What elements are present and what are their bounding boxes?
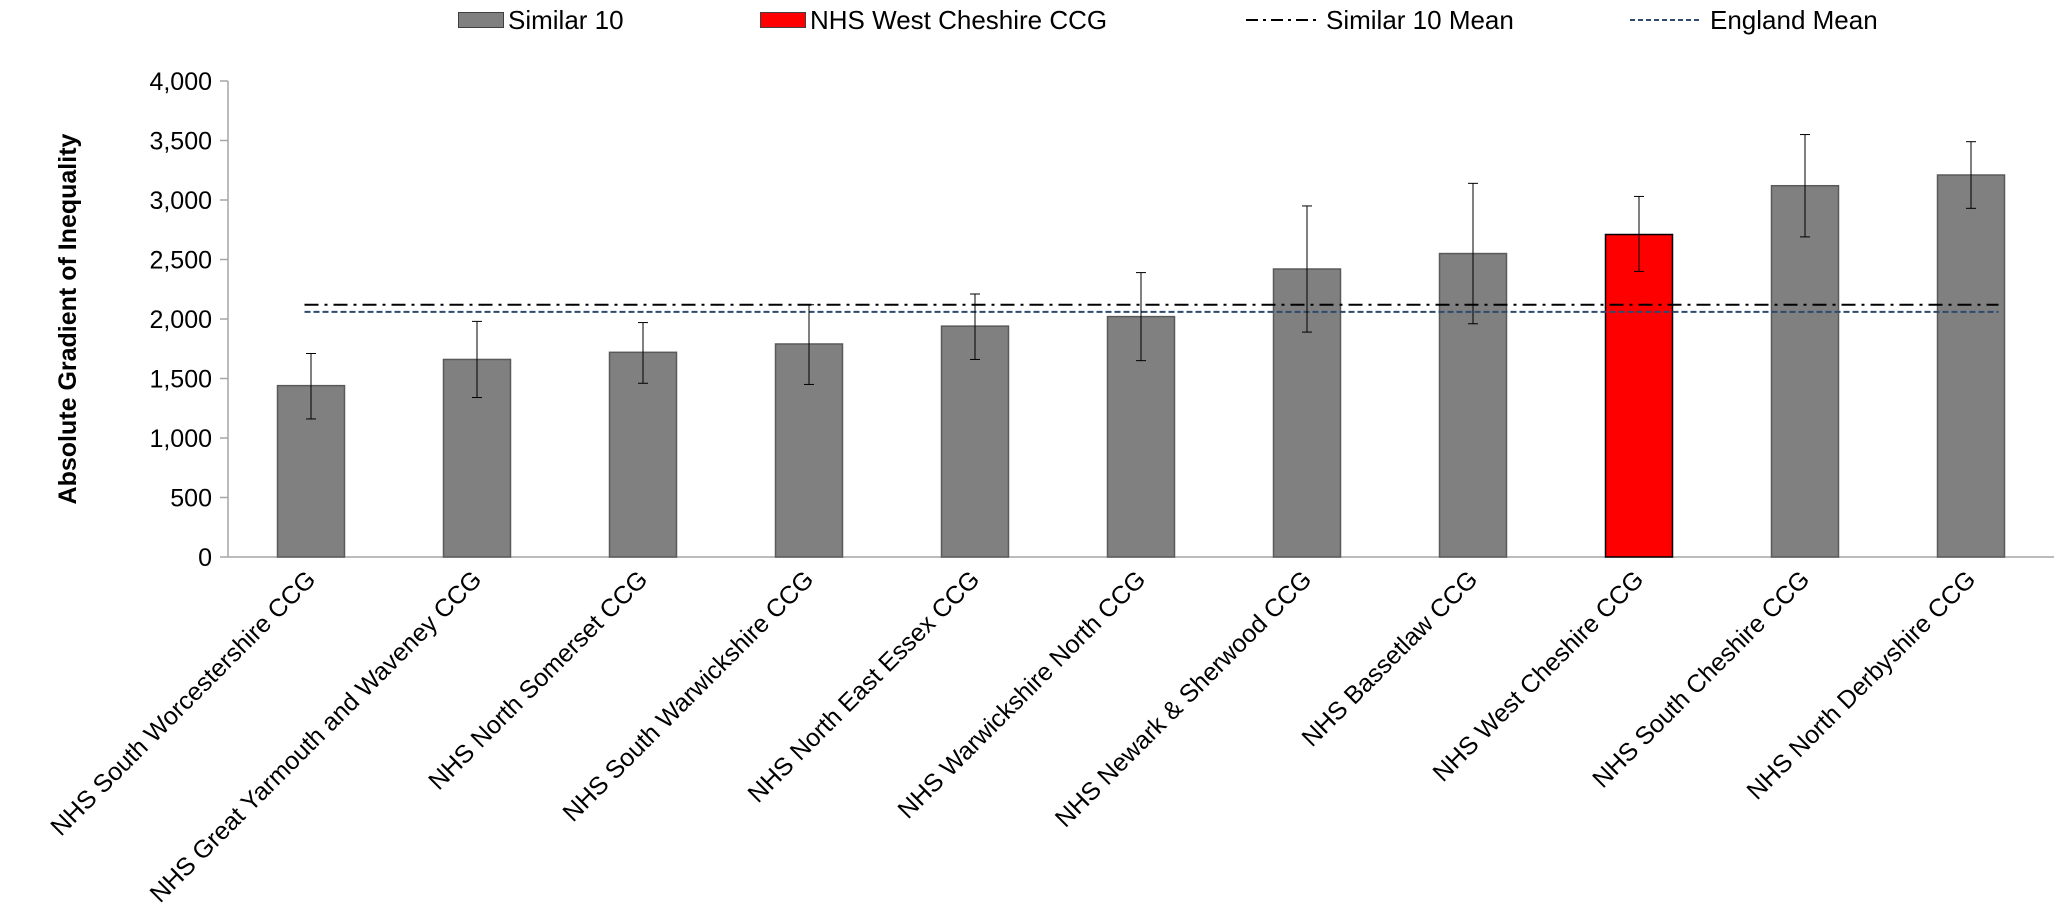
legend-line-england-mean [1630, 19, 1702, 21]
y-tick-label: 1,000 [149, 425, 212, 453]
y-tick-label: 3,500 [149, 128, 212, 156]
y-tick-label: 2,500 [149, 247, 212, 275]
error-bars-group [306, 134, 1976, 420]
legend-label-england-mean: England Mean [1710, 4, 1878, 35]
x-tick-label: NHS South Worcestershire CCG [45, 565, 321, 841]
legend-item-similar-10-mean: Similar 10 Mean [1244, 2, 1514, 38]
legend-swatch-similar-10 [458, 12, 504, 28]
legend-item-england-mean: England Mean [1628, 2, 1878, 38]
bar [608, 351, 678, 558]
y-tick-label: 0 [198, 544, 212, 572]
legend-label-similar-10: Similar 10 [508, 4, 624, 35]
y-tick-label: 1,500 [149, 366, 212, 394]
legend-line-similar-10-mean [1246, 19, 1318, 21]
y-tick-label: 4,000 [149, 68, 212, 96]
legend-item-west-cheshire: NHS West Cheshire CCG [760, 2, 1107, 38]
legend-label-west-cheshire: NHS West Cheshire CCG [810, 4, 1108, 35]
legend-swatch-west-cheshire [760, 12, 806, 28]
bar [1770, 184, 1840, 558]
legend-label-similar-10-mean: Similar 10 Mean [1326, 4, 1514, 35]
y-tick-label: 3,000 [149, 187, 212, 215]
bar [1604, 233, 1674, 558]
bar [940, 325, 1010, 558]
x-tick-label: NHS Great Yarmouth and Waveney CCG [145, 565, 488, 908]
y-tick-label: 2,000 [149, 306, 212, 334]
chart-legend: Similar 10 NHS West Cheshire CCG Similar… [0, 2, 2064, 38]
reference-lines-group [304, 303, 1999, 313]
bar [1936, 174, 2006, 558]
y-axis-title: Absolute Gradient of Inequality [54, 133, 82, 504]
legend-item-similar-10: Similar 10 [458, 2, 624, 38]
y-tick-label: 500 [170, 485, 212, 513]
x-tick-label: NHS Bassetlaw CCG [1296, 565, 1483, 752]
bars-group [276, 174, 2006, 558]
